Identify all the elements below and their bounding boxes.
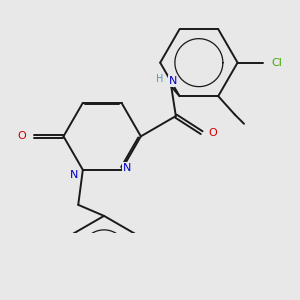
Text: H: H	[156, 74, 163, 84]
Text: Cl: Cl	[272, 58, 283, 68]
Text: N: N	[123, 163, 131, 173]
Text: O: O	[208, 128, 217, 138]
Text: O: O	[18, 131, 26, 141]
Text: N: N	[169, 76, 177, 86]
Text: N: N	[70, 170, 79, 180]
